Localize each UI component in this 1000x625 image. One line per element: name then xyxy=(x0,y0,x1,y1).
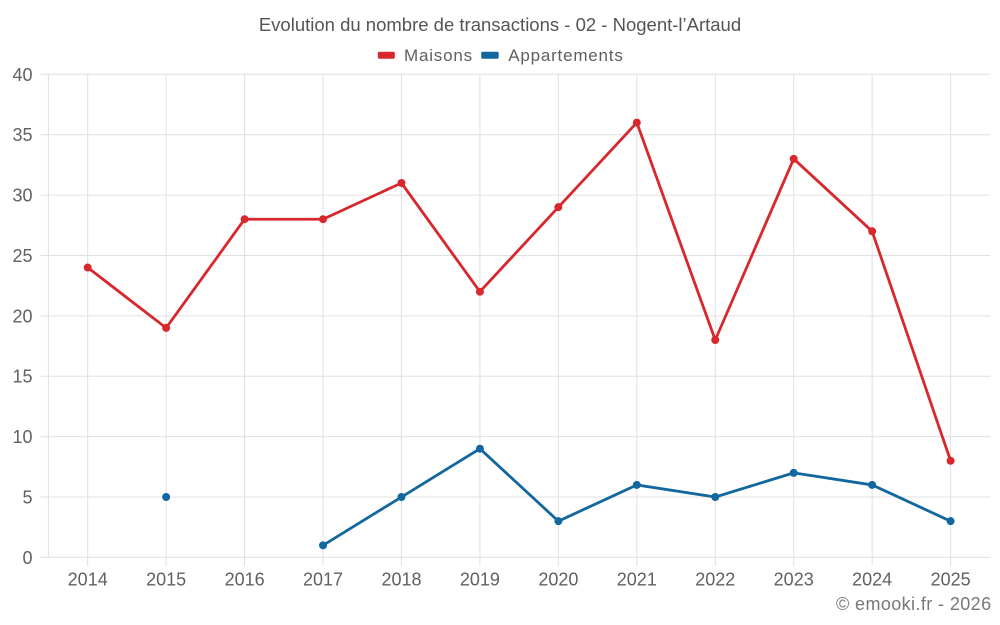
svg-text:10: 10 xyxy=(12,427,32,447)
svg-text:Appartements: Appartements xyxy=(508,46,623,65)
svg-text:40: 40 xyxy=(12,65,32,85)
svg-text:2018: 2018 xyxy=(381,570,421,590)
svg-text:35: 35 xyxy=(12,125,32,145)
svg-text:2016: 2016 xyxy=(225,570,265,590)
svg-text:5: 5 xyxy=(22,488,32,508)
svg-text:Maisons: Maisons xyxy=(404,46,473,65)
svg-text:25: 25 xyxy=(12,246,32,266)
svg-text:20: 20 xyxy=(12,306,32,326)
svg-text:2017: 2017 xyxy=(303,570,343,590)
svg-text:2025: 2025 xyxy=(931,570,971,590)
svg-text:2024: 2024 xyxy=(852,570,892,590)
svg-text:2014: 2014 xyxy=(68,570,108,590)
svg-text:2019: 2019 xyxy=(460,570,500,590)
svg-text:2020: 2020 xyxy=(538,570,578,590)
svg-text:2015: 2015 xyxy=(146,570,186,590)
svg-text:© emooki.fr - 2026: © emooki.fr - 2026 xyxy=(836,594,992,614)
svg-text:0: 0 xyxy=(22,548,32,568)
svg-text:15: 15 xyxy=(12,367,32,387)
svg-text:2023: 2023 xyxy=(774,570,814,590)
svg-text:2021: 2021 xyxy=(617,570,657,590)
svg-text:Evolution du nombre de transac: Evolution du nombre de transactions - 02… xyxy=(259,14,741,35)
svg-text:2022: 2022 xyxy=(695,570,735,590)
svg-text:30: 30 xyxy=(12,186,32,206)
